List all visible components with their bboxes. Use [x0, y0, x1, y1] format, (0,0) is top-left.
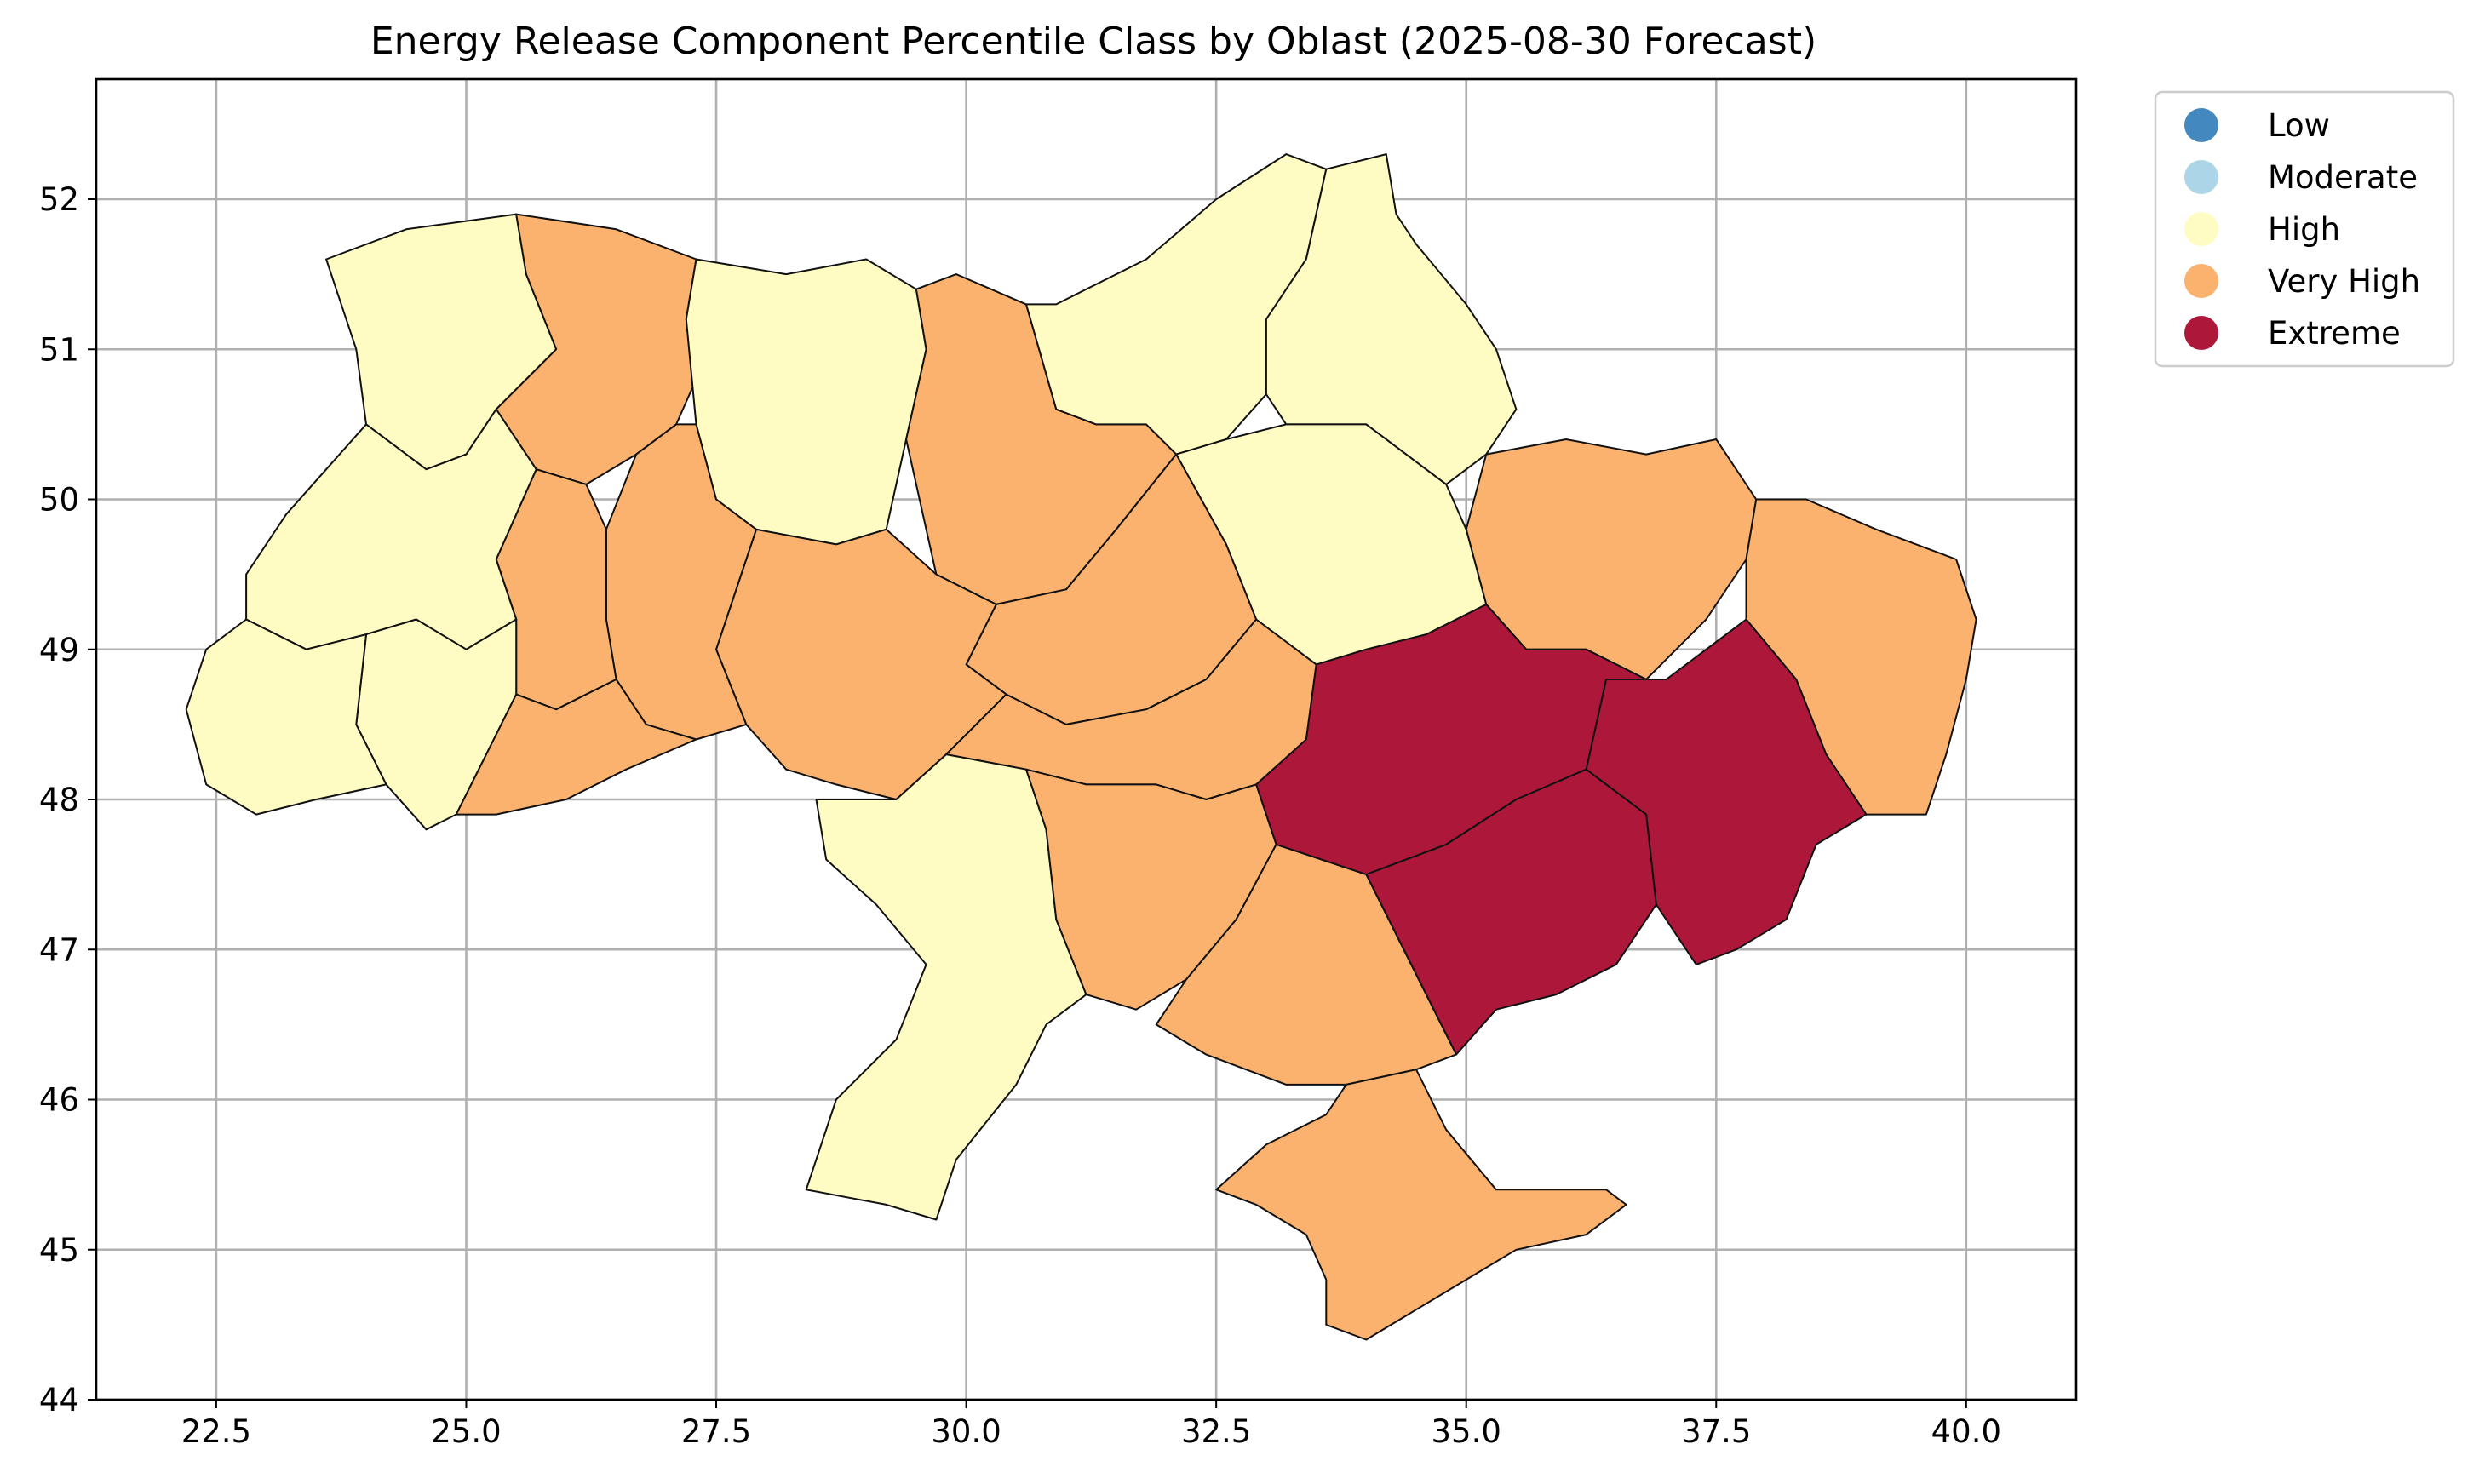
x-axis: 22.5 25.0 27.5 30.0 32.5 35.0 37.5 40.0	[181, 1400, 2001, 1450]
legend-label-very-high: Very High	[2268, 263, 2420, 300]
legend-frame	[2154, 90, 2455, 368]
y-tick-label: 47	[39, 931, 79, 968]
y-tick-label: 45	[39, 1232, 79, 1269]
x-tick-label: 35.0	[1432, 1413, 1501, 1450]
region-lviv	[245, 408, 537, 650]
y-axis: 44 45 46 47 48 49 50 51 52	[39, 181, 96, 1418]
y-tick-label: 49	[39, 632, 79, 668]
legend-swatch-low	[2184, 108, 2218, 142]
oblast-regions	[185, 153, 1977, 1341]
y-tick-label: 46	[39, 1082, 79, 1119]
legend-swatch-moderate	[2184, 160, 2218, 194]
region-zhytomyr	[685, 258, 927, 546]
legend-label-high: High	[2268, 211, 2340, 248]
x-tick-label: 25.0	[431, 1413, 501, 1450]
legend-swatch-high	[2184, 212, 2218, 246]
y-tick-label: 44	[39, 1382, 79, 1418]
y-tick-label: 48	[39, 782, 79, 818]
plot-frame	[95, 77, 2078, 1401]
legend-swatch-extreme	[2184, 316, 2218, 350]
region-zakarpattia	[185, 618, 387, 816]
region-crimea	[1215, 1069, 1627, 1341]
x-tick-label: 32.5	[1181, 1413, 1251, 1450]
y-tick-label: 52	[39, 181, 79, 218]
legend-item-high: High	[2184, 211, 2340, 248]
x-tick-label: 27.5	[681, 1413, 751, 1450]
x-tick-label: 40.0	[1931, 1413, 2001, 1450]
legend-label-moderate: Moderate	[2268, 159, 2418, 196]
x-tick-label: 37.5	[1681, 1413, 1751, 1450]
map-title: Energy Release Component Percentile Clas…	[370, 20, 1816, 63]
legend-label-extreme: Extreme	[2268, 315, 2401, 352]
x-tick-label: 30.0	[931, 1413, 1001, 1450]
legend-item-extreme: Extreme	[2184, 315, 2401, 352]
legend-item-very-high: Very High	[2184, 263, 2420, 300]
legend-swatch-very-high	[2184, 264, 2218, 298]
legend-item-moderate: Moderate	[2184, 159, 2418, 196]
region-chernivtsi	[455, 679, 697, 816]
legend-item-low: Low	[2184, 107, 2330, 144]
y-tick-label: 51	[39, 331, 79, 368]
legend: Low Moderate High Very High Extreme	[2154, 90, 2455, 368]
y-tick-label: 50	[39, 482, 79, 519]
x-tick-label: 22.5	[181, 1413, 251, 1450]
legend-label-low: Low	[2268, 107, 2330, 144]
